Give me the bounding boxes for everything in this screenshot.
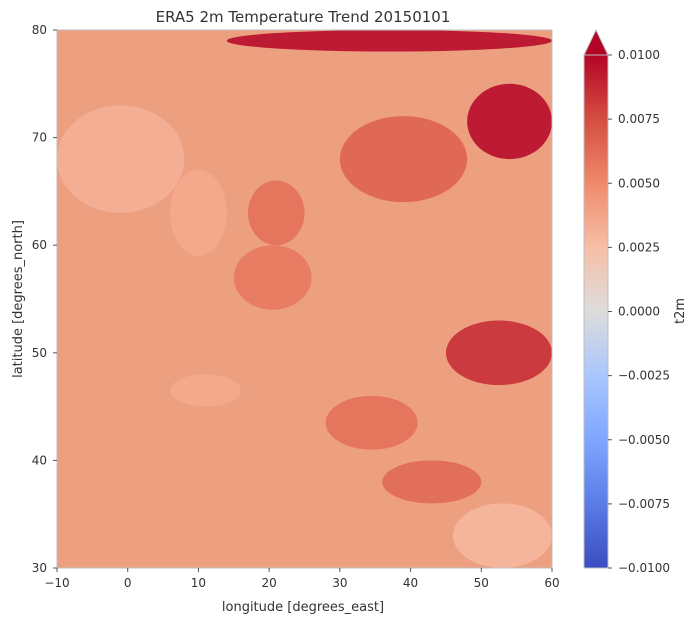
- colorbar-gradient: [583, 54, 609, 569]
- y-tick-label: 60: [32, 238, 47, 252]
- colorbar-tick-label: −0.0100: [618, 561, 670, 575]
- heatmap-feature-9: [57, 105, 185, 213]
- chart-title: ERA5 2m Temperature Trend 20150101: [156, 8, 451, 26]
- y-tick-label: 80: [32, 23, 47, 37]
- colorbar-tick-label: −0.0075: [618, 497, 670, 511]
- heatmap-feature-3: [339, 116, 468, 203]
- x-tick-label: 60: [544, 576, 559, 590]
- y-tick-label: 50: [32, 346, 47, 360]
- x-tick-label: 30: [332, 576, 347, 590]
- heatmap-feature-6: [445, 320, 552, 386]
- heatmap-feature-5: [233, 245, 312, 310]
- heatmap-feature-7: [325, 395, 418, 450]
- colorbar-tick-label: −0.0050: [618, 433, 670, 447]
- heatmap-feature-10: [170, 169, 227, 256]
- x-tick-label: −10: [44, 576, 69, 590]
- x-tick-label: 10: [191, 576, 206, 590]
- colorbar-label: t2m: [673, 298, 688, 324]
- colorbar-tick-label: 0.0000: [618, 305, 660, 319]
- heatmap-feature-11: [453, 503, 552, 568]
- plot-area: [57, 30, 552, 568]
- y-axis-label: latitude [degrees_north]: [11, 220, 26, 378]
- colorbar-tick-label: 0.0025: [618, 240, 660, 254]
- x-tick-label: 40: [403, 576, 418, 590]
- heatmap-feature-8: [382, 460, 482, 504]
- heatmap-feature-2: [467, 83, 552, 160]
- colorbar-tick-label: 0.0050: [618, 176, 660, 190]
- colorbar-tick-label: 0.0075: [618, 112, 660, 126]
- heatmap-feature-4: [247, 180, 305, 246]
- heatmap-feature-12: [170, 374, 241, 407]
- y-tick-label: 30: [32, 561, 47, 575]
- colorbar-ticks: 0.0100 0.0075 0.0050 0.0025 0.0000 −0.0025 −0.…: [608, 48, 670, 575]
- colorbar-tick-label: 0.0100: [618, 48, 660, 62]
- y-tick-label: 70: [32, 131, 47, 145]
- x-tick-label: 20: [262, 576, 277, 590]
- colorbar-tick-label: −0.0025: [618, 369, 670, 383]
- x-tick-label: 50: [474, 576, 489, 590]
- heatmap-feature-1: [226, 30, 552, 52]
- colorbar-extend-triangle: [583, 28, 609, 56]
- plot-frame: [56, 29, 553, 569]
- y-tick-label: 40: [32, 453, 47, 467]
- x-tick-label: 0: [124, 576, 132, 590]
- y-axis: 30 40 50 60 70 80: [32, 23, 57, 575]
- x-axis: −10 0 10 20 30 40 50 60: [44, 568, 560, 590]
- heatmap-field: [57, 30, 552, 568]
- colorbar: 0.0100 0.0075 0.0050 0.0025 0.0000 −0.0025 −0.…: [583, 28, 688, 575]
- x-axis-label: longitude [degrees_east]: [222, 600, 384, 615]
